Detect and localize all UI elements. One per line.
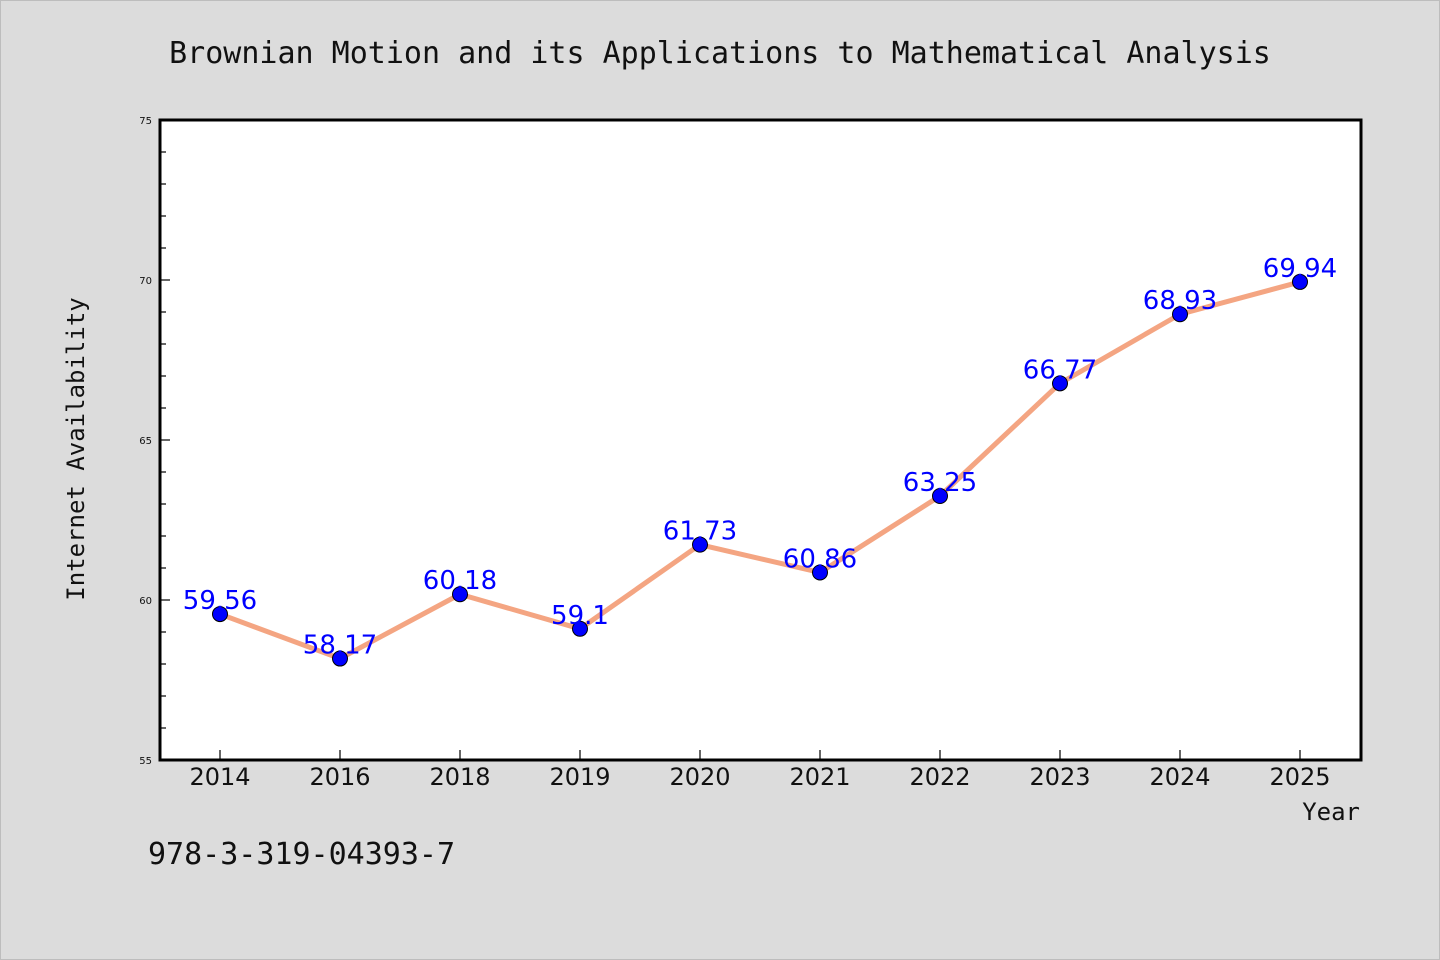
y-axis-label: Internet Availability [62, 297, 90, 600]
y-tick-label: 75 [139, 116, 152, 127]
data-label: 63.25 [903, 468, 977, 498]
x-tick-label: 2025 [1269, 763, 1330, 791]
data-markers [212, 273, 1308, 667]
data-point [932, 488, 948, 504]
data-label: 59.1 [551, 601, 609, 631]
y-tick-label: 70 [139, 276, 152, 287]
y-tick-label: 65 [139, 436, 152, 447]
data-label: 68.93 [1143, 286, 1217, 316]
x-tick-label: 2014 [189, 763, 250, 791]
x-tick-label: 2024 [1149, 763, 1210, 791]
data-label: 60.86 [783, 544, 857, 574]
isbn-footer: 978-3-319-04393-7 [148, 837, 455, 872]
data-point [812, 564, 828, 581]
data-label: 69.94 [1263, 254, 1337, 284]
data-point [332, 650, 348, 667]
plot-area [160, 120, 1361, 760]
x-tick-label: 2020 [669, 763, 730, 791]
data-point [212, 606, 228, 623]
data-point [1172, 306, 1188, 323]
chart-title: Brownian Motion and its Applications to … [169, 36, 1271, 71]
data-label: 59.56 [183, 586, 257, 616]
x-axis-label: Year [1302, 798, 1360, 826]
y-tick-label: 55 [139, 756, 152, 767]
series-line [217, 279, 1303, 662]
x-axis: 2014 2016 2018 2019 2020 2021 2022 2023 2024 2025 [189, 750, 1331, 791]
plot-border [158, 118, 1363, 762]
x-tick-label: 2018 [429, 763, 490, 791]
x-tick-label: 2023 [1029, 763, 1090, 791]
data-point [572, 620, 588, 637]
data-label: 58.17 [303, 631, 377, 661]
data-labels: 59.56 58.17 60.18 59.1 61.73 60.86 63.25 66.77 6… [183, 254, 1337, 661]
x-tick-label: 2021 [789, 763, 850, 791]
x-tick-label: 2022 [909, 763, 970, 791]
data-point [1292, 273, 1308, 290]
x-tick-label: 2016 [309, 763, 370, 791]
data-point [452, 586, 468, 603]
data-point [1052, 375, 1068, 392]
data-point [692, 536, 708, 553]
data-label: 61.73 [663, 517, 737, 547]
data-label: 60.18 [423, 566, 497, 596]
data-label: 66.77 [1023, 355, 1097, 385]
x-tick-label: 2019 [549, 763, 610, 791]
y-tick-label: 60 [139, 596, 152, 607]
